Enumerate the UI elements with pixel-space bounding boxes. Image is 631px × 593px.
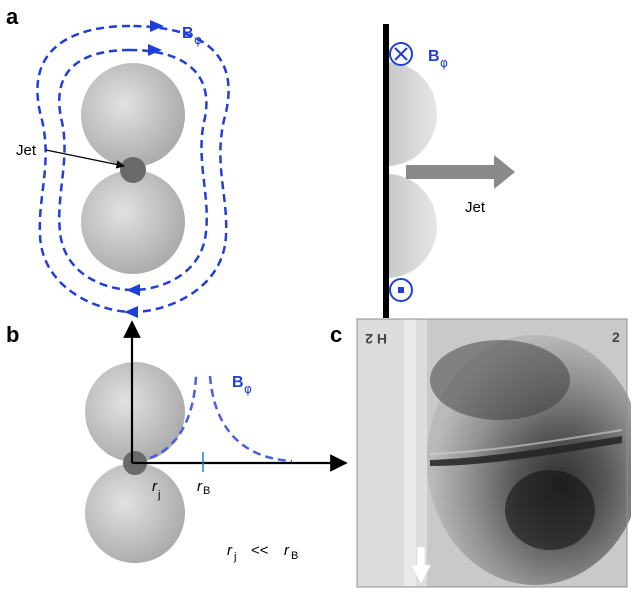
- panel-label-c: c: [330, 322, 342, 347]
- jet-core: [120, 157, 146, 183]
- panel-label-a: a: [6, 4, 19, 29]
- rel-rj: r: [227, 542, 233, 559]
- panel-a-left: B φ Jet: [16, 20, 230, 318]
- panel-a-right: B φ Jet: [383, 24, 515, 318]
- field-arrow-top-outer: [150, 20, 164, 32]
- panel-c-photo: H 2 2: [356, 318, 631, 588]
- panel-label-b: b: [6, 322, 19, 347]
- jet-label-a2: Jet: [465, 199, 486, 216]
- plate-streak: [404, 319, 416, 587]
- field-label-sub-a2: φ: [440, 56, 448, 70]
- field-label-main-a2: B: [428, 48, 440, 65]
- rel-rj-sub: j: [233, 551, 236, 563]
- rel-op: <<: [251, 542, 269, 559]
- upper-half-lobe: [387, 62, 437, 166]
- lower-lobe: [81, 170, 185, 274]
- jet-streak-highlight: [429, 429, 623, 455]
- plate-mark-top-left: H 2: [365, 331, 387, 347]
- down-arrow-icon: [410, 546, 432, 585]
- field-arrow-bottom-outer: [124, 306, 138, 318]
- jet-label-a: Jet: [16, 142, 37, 159]
- lower-half-lobe: [387, 174, 437, 278]
- jet-streak: [430, 436, 622, 466]
- wall-line: [383, 24, 389, 318]
- rj-sub: j: [157, 489, 160, 501]
- plate-mark-top-right: 2: [612, 329, 620, 345]
- rel-rb-sub: B: [291, 550, 298, 562]
- field-loop-inner: [58, 48, 208, 292]
- upper-lobe-b: [85, 362, 185, 462]
- field-profile-curve: [149, 375, 293, 463]
- field-label-main-a: B: [182, 25, 194, 42]
- rb-label: r: [197, 478, 203, 495]
- field-label-sub-a: φ: [194, 33, 202, 47]
- plume-upper-shadow: [430, 340, 570, 420]
- panel-b: B φ r j r B r j << r B: [85, 320, 348, 563]
- plate-border: [356, 318, 628, 588]
- plume-dark-core: [505, 470, 595, 550]
- rel-rb: r: [284, 542, 290, 559]
- rb-sub: B: [203, 485, 210, 497]
- dot-mark: [398, 287, 404, 293]
- field-arrow-top-inner: [148, 44, 162, 56]
- field-label-sub-b: φ: [244, 382, 252, 396]
- lower-lobe-b: [85, 463, 185, 563]
- plate-light-band: [357, 319, 427, 587]
- field-arrow-bottom-inner: [126, 284, 140, 296]
- field-label-main-b: B: [232, 374, 244, 391]
- upper-lobe: [81, 63, 185, 167]
- jet-pointer-arrow: [45, 149, 125, 169]
- rj-label: r: [152, 478, 158, 495]
- cross-stroke-2: [394, 47, 408, 61]
- jet-arrow: [406, 155, 515, 189]
